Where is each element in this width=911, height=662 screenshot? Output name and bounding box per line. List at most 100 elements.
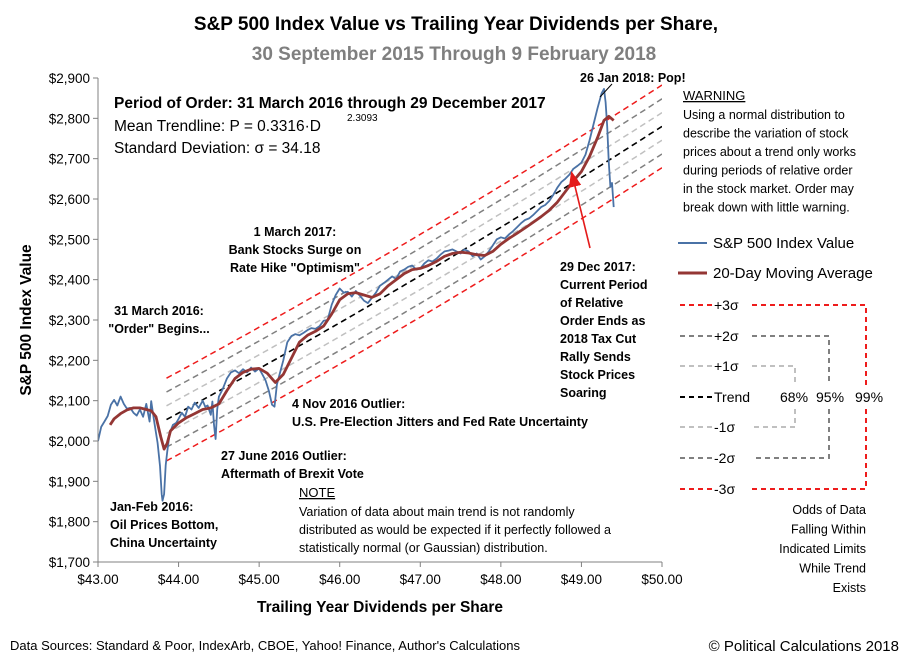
x-axis-title: Trailing Year Dividends per Share [257, 599, 503, 616]
note-line: Variation of data about main trend is no… [299, 505, 575, 519]
bank-stocks-line: Rate Hike "Optimism" [230, 261, 360, 275]
warning-line: break down with little warning. [683, 201, 850, 215]
warning-title: WARNING [683, 88, 745, 103]
moving-average-line [108, 114, 615, 451]
janfeb-annotation: Jan-Feb 2016: Oil Prices Bottom, China Unc… [110, 500, 218, 550]
y-tick-label: $2,600 [49, 192, 90, 207]
note-text: Variation of data about main trend is no… [299, 505, 611, 555]
y-tick-label: $2,500 [49, 232, 90, 247]
nov4-annotation: 4 Nov 2016 Outlier: U.S. Pre-Election Jit… [292, 397, 588, 429]
odds-caption-line: Exists [833, 581, 866, 595]
mean-trendline-exponent: 2.3093 [347, 113, 378, 124]
june27-annotation: 27 June 2016 Outlier: Aftermath of Brexit… [221, 449, 364, 481]
x-tick-label: $43.00 [77, 572, 118, 587]
y-tick-label: $1,700 [49, 555, 90, 570]
band-line-plus1 [166, 111, 662, 407]
legend-band-label: +2σ [714, 328, 739, 344]
data-sources: Data Sources: Standard & Poor, IndexArb,… [10, 638, 521, 653]
bank-stocks-line: 1 March 2017: [254, 225, 337, 239]
x-tick-label: $50.00 [641, 572, 682, 587]
dec29-line: Current Period [560, 278, 648, 292]
data-series [98, 88, 615, 502]
y-tick-label: $2,200 [49, 353, 90, 368]
chart-title: S&P 500 Index Value vs Trailing Year Div… [194, 14, 718, 35]
janfeb-line: Jan-Feb 2016: [110, 500, 193, 514]
x-tick-label: $49.00 [561, 572, 602, 587]
axes [93, 77, 663, 567]
bracket-upper [752, 335, 830, 385]
dec29-line: 2018 Tax Cut [560, 332, 637, 346]
chart-subtitle: 30 September 2015 Through 9 February 201… [252, 44, 656, 65]
y-tick-label: $2,000 [49, 434, 90, 449]
legend: S&P 500 Index Value 20-Day Moving Average… [678, 235, 883, 595]
note-title: NOTE [299, 485, 335, 500]
dec29-line: Stock Prices [560, 368, 635, 382]
x-tick-label: $46.00 [319, 572, 360, 587]
warning-line: during periods of relative order [683, 164, 853, 178]
nov4-line: U.S. Pre-Election Jitters and Fed Rate U… [292, 415, 588, 429]
band-line-plus2 [166, 98, 662, 393]
bank-stocks-annotation: 1 March 2017: Bank Stocks Surge on Rate Hi… [229, 225, 362, 275]
y-tick-label: $1,900 [49, 474, 90, 489]
legend-label-ma: 20-Day Moving Average [713, 265, 873, 282]
tick-labels: $1,700 $1,800 $1,900 $2,000 $2,100 $2,200 $2,3… [49, 71, 683, 587]
legend-band-label: -1σ [714, 419, 735, 435]
sigma-bands [166, 84, 662, 462]
odds-caption-line: Indicated Limits [779, 542, 866, 556]
band-line-minus3 [166, 167, 662, 462]
order-begins-annotation: 31 March 2016: "Order" Begins... [108, 304, 209, 336]
y-tick-label: $2,300 [49, 313, 90, 328]
bracket-percent: 99% [855, 389, 883, 405]
y-tick-label: $2,400 [49, 273, 90, 288]
june27-line: Aftermath of Brexit Vote [221, 467, 364, 481]
legend-band-label: Trend [714, 389, 750, 405]
band-line-plus3 [166, 84, 662, 379]
dec29-line: 29 Dec 2017: [560, 260, 636, 274]
pop-leader [599, 83, 613, 98]
y-tick-label: $2,800 [49, 111, 90, 126]
y-tick-label: $2,900 [49, 71, 90, 86]
pop-annotation: 26 Jan 2018: Pop! [580, 71, 686, 85]
bracket-upper [752, 365, 796, 385]
bracket-lower [752, 409, 867, 490]
warning-line: in the stock market. Order may [683, 182, 855, 196]
note-line: distributed as would be expected if it p… [299, 523, 611, 537]
legend-band-label: +1σ [714, 358, 739, 374]
y-tick-label: $1,800 [49, 515, 90, 530]
bracket-upper [752, 304, 867, 385]
legend-band-label: -2σ [714, 450, 735, 466]
order-begins-line: 31 March 2016: [114, 304, 204, 318]
legend-band-label: +3σ [714, 297, 739, 313]
warning-line: Using a normal distribution to [683, 108, 845, 122]
janfeb-line: Oil Prices Bottom, [110, 518, 218, 532]
odds-caption-line: Odds of Data [792, 503, 866, 517]
legend-label-sp500: S&P 500 Index Value [713, 235, 854, 252]
bracket-percent: 68% [780, 389, 808, 405]
y-axis-title: S&P 500 Index Value [18, 244, 35, 396]
note-line: statistically normal (or Gaussian) distr… [299, 541, 548, 555]
y-tick-label: $2,100 [49, 394, 90, 409]
y-tick-label: $2,700 [49, 152, 90, 167]
copyright: © Political Calculations 2018 [709, 638, 899, 655]
x-tick-label: $44.00 [158, 572, 199, 587]
odds-caption-line: While Trend [799, 562, 866, 576]
dec29-arrow [568, 170, 591, 249]
band-line-trend [166, 125, 662, 421]
dec29-line: of Relative [560, 296, 623, 310]
bank-stocks-line: Bank Stocks Surge on [229, 243, 362, 257]
dec29-line: Soaring [560, 386, 607, 400]
warning-text: Using a normal distribution to describe t… [683, 108, 856, 215]
mean-trendline: Mean Trendline: P = 0.3316·D [114, 118, 321, 135]
bracket-percent: 95% [816, 389, 844, 405]
legend-band-label: -3σ [714, 481, 735, 497]
x-tick-label: $47.00 [400, 572, 441, 587]
x-tick-label: $45.00 [238, 572, 279, 587]
band-line-minus2 [166, 153, 662, 448]
bracket-lower [752, 409, 796, 428]
nov4-line: 4 Nov 2016 Outlier: [292, 397, 405, 411]
june27-line: 27 June 2016 Outlier: [221, 449, 347, 463]
warning-line: prices about a trend only works [683, 145, 856, 159]
x-tick-label: $48.00 [480, 572, 521, 587]
